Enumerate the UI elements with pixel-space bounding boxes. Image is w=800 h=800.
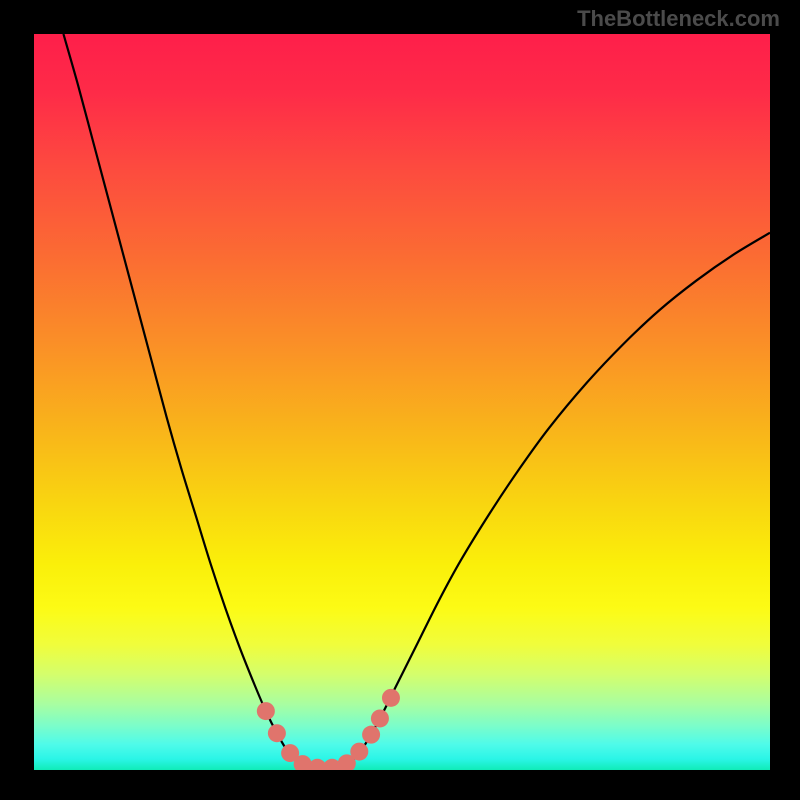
optimal-marker bbox=[371, 709, 389, 727]
optimal-marker bbox=[350, 743, 368, 761]
plot-area bbox=[34, 34, 770, 770]
plot-svg bbox=[34, 34, 770, 770]
optimal-marker bbox=[257, 702, 275, 720]
optimal-marker bbox=[362, 726, 380, 744]
optimal-marker bbox=[268, 724, 286, 742]
optimal-marker bbox=[382, 689, 400, 707]
gradient-background bbox=[34, 34, 770, 770]
watermark-text: TheBottleneck.com bbox=[577, 6, 780, 32]
chart-container: TheBottleneck.com bbox=[0, 0, 800, 800]
